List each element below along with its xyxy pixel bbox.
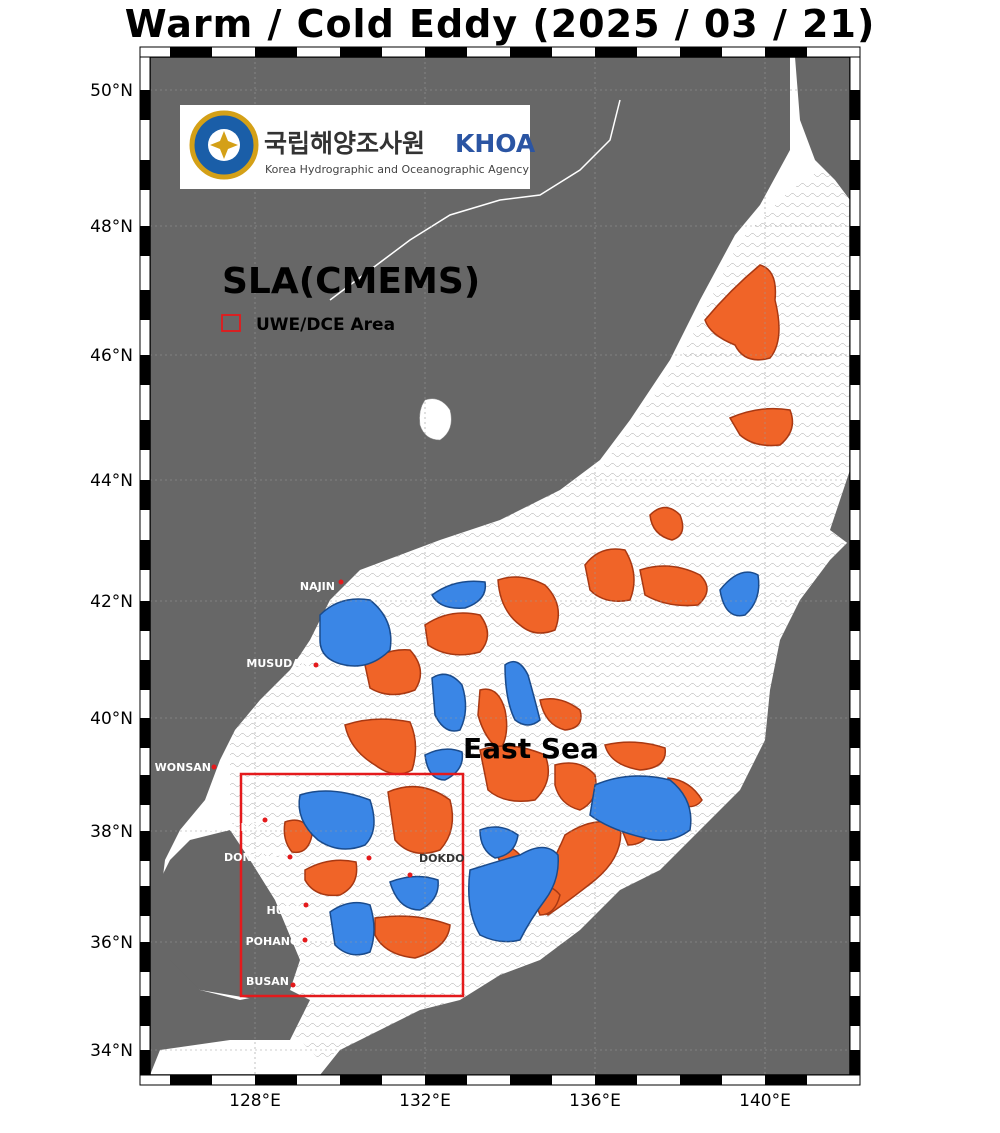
lon-label: 136°E — [569, 1091, 621, 1111]
station-marker[interactable] — [287, 854, 293, 860]
logo-korean: 국립해양조사원 — [264, 129, 425, 158]
station-label: BUSAN — [246, 975, 289, 988]
legend-swatch — [221, 314, 241, 332]
cold-eddy[interactable] — [468, 846, 559, 943]
warm-eddy[interactable] — [584, 548, 635, 602]
station-label: NAJIN — [300, 580, 335, 593]
cold-eddy[interactable] — [479, 826, 519, 859]
cold-eddy[interactable] — [431, 580, 487, 609]
map-title: Warm / Cold Eddy (2025 / 03 / 21) — [124, 2, 876, 46]
stations: NAJIN MUSUDAN WONSAN SOKCHO DONGHAE DOKD… — [155, 579, 465, 988]
lat-label: 44°N — [90, 471, 133, 491]
cold-eddy[interactable] — [329, 901, 375, 956]
graticule — [150, 57, 850, 1075]
station-marker[interactable] — [262, 817, 268, 823]
hokkaido-land — [830, 470, 850, 545]
cold-eddy[interactable] — [319, 598, 392, 667]
warm-eddy[interactable] — [477, 688, 508, 752]
station-marker[interactable] — [366, 855, 372, 861]
warm-eddy[interactable] — [479, 745, 550, 802]
lat-label: 40°N — [90, 709, 133, 729]
sea-label: East Sea — [463, 732, 599, 765]
lat-label: 42°N — [90, 592, 133, 612]
lat-label: 36°N — [90, 933, 133, 953]
lon-label: 132°E — [399, 1091, 451, 1111]
station-label: MUSUDAN — [246, 657, 310, 670]
cold-eddy[interactable] — [298, 790, 375, 850]
amur-river — [329, 99, 621, 301]
lat-label: 38°N — [90, 822, 133, 842]
station-label: HUPO — [266, 904, 302, 917]
warm-eddies — [283, 264, 794, 959]
station-label: WONSAN — [155, 761, 211, 774]
station-marker[interactable] — [313, 662, 319, 668]
station-label: DOKDO — [419, 852, 465, 865]
cold-eddy[interactable] — [389, 875, 439, 911]
station-marker[interactable] — [338, 579, 344, 585]
warm-eddy[interactable] — [374, 915, 451, 959]
station-marker[interactable] — [211, 764, 217, 770]
station-marker[interactable] — [302, 937, 308, 943]
station-marker[interactable] — [303, 902, 309, 908]
logo-acronym: KHOA — [455, 129, 536, 158]
lon-label: 128°E — [229, 1091, 281, 1111]
korea-south-land — [150, 830, 300, 1000]
lat-label: 34°N — [90, 1041, 133, 1061]
warm-eddy[interactable] — [304, 859, 358, 897]
warm-eddy[interactable] — [424, 612, 489, 656]
asia-mainland — [150, 57, 790, 1075]
uwe-dce-box[interactable] — [239, 772, 465, 998]
warm-eddy[interactable] — [604, 741, 667, 771]
lat-label: 50°N — [90, 81, 133, 101]
lon-label: 140°E — [739, 1091, 791, 1111]
sakhalin-land — [795, 57, 850, 200]
warm-eddy[interactable] — [728, 407, 794, 447]
station-label: POHANG — [246, 935, 299, 948]
product-label: SLA(CMEMS) — [222, 261, 480, 302]
lon-axis: 128°E 132°E 136°E 140°E — [229, 1091, 791, 1111]
warm-eddy[interactable] — [539, 698, 582, 731]
legend-label: UWE/DCE Area — [256, 315, 395, 335]
cold-eddy[interactable] — [431, 673, 467, 732]
cold-eddies — [298, 571, 760, 956]
station-marker[interactable] — [290, 982, 296, 988]
warm-eddy[interactable] — [387, 785, 454, 855]
cold-eddy[interactable] — [504, 660, 541, 726]
lat-label: 48°N — [90, 217, 133, 237]
warm-eddy[interactable] — [639, 565, 708, 607]
warm-eddy[interactable] — [649, 506, 684, 541]
cold-eddy[interactable] — [719, 571, 760, 617]
warm-eddy[interactable] — [497, 576, 560, 634]
lake-khanka — [419, 398, 452, 441]
lat-label: 46°N — [90, 346, 133, 366]
japan-land — [320, 540, 850, 1075]
map-frame — [139, 46, 861, 1086]
logo-english: Korea Hydrographic and Oceanographic Age… — [265, 163, 529, 176]
station-marker[interactable] — [407, 872, 413, 878]
lat-axis: 50°N 48°N 46°N 44°N 42°N 40°N 38°N 36°N … — [90, 81, 133, 1061]
warm-eddy[interactable] — [704, 264, 780, 361]
warm-eddy[interactable] — [283, 819, 313, 854]
station-label: DONGHAE — [224, 851, 286, 864]
station-label: SOKCHO — [207, 821, 259, 834]
khoa-logo: 국립해양조사원 KHOA Korea Hydrographic and Ocea… — [180, 105, 536, 189]
warm-eddy[interactable] — [344, 718, 417, 775]
